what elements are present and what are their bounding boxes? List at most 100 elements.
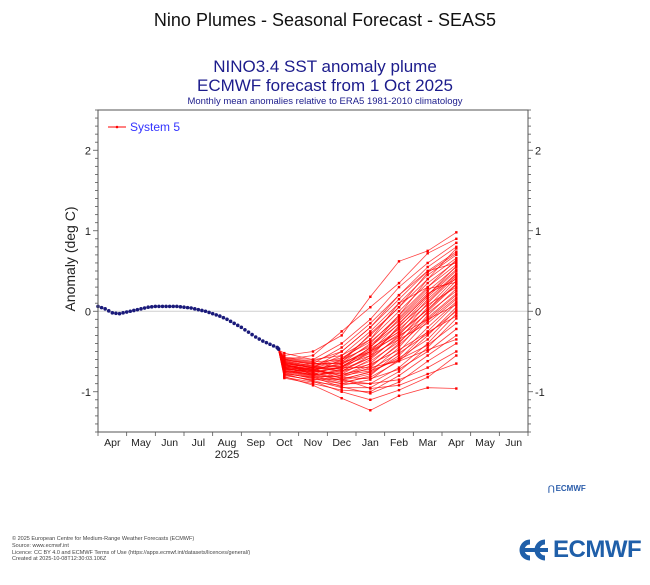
forecast-member-point: [369, 340, 372, 344]
forecast-member-point: [455, 334, 458, 337]
forecast-member-point: [397, 378, 401, 381]
forecast-member-point: [369, 350, 372, 353]
observed-point: [192, 307, 197, 311]
forecast-member-point: [369, 326, 372, 329]
observed-point: [164, 304, 168, 309]
forecast-member-point: [283, 354, 286, 357]
observed-point: [276, 347, 281, 351]
forecast-member-point: [455, 264, 458, 268]
forecast-member-point: [455, 268, 458, 271]
y-tick-label-left: 0: [85, 306, 91, 318]
forecast-member-point: [426, 386, 429, 389]
forecast-member-point: [369, 334, 372, 337]
forecast-member-point: [455, 276, 458, 279]
forecast-member-point: [340, 385, 343, 389]
observed-point: [243, 327, 247, 332]
observed-point: [210, 311, 215, 316]
forecast-member-line: [278, 283, 457, 373]
observed-point: [182, 305, 186, 310]
forecast-member-point: [397, 324, 401, 327]
observed-point: [250, 332, 254, 337]
forecast-member-point: [311, 373, 315, 377]
forecast-member-point: [455, 342, 458, 345]
ecmwf-logo-text: ECMWF: [553, 536, 642, 563]
forecast-member-point: [340, 359, 343, 363]
source-line[interactable]: Source: www.ecmwf.int: [12, 542, 69, 549]
forecast-member-point: [311, 360, 315, 364]
x-tick-label: Aug: [218, 437, 237, 449]
x-tick-label: Apr: [104, 437, 121, 449]
forecast-member-point: [397, 348, 401, 352]
legend-marker: [115, 125, 119, 129]
forecast-member-point: [455, 279, 458, 282]
forecast-member-point: [340, 330, 343, 333]
forecast-member-point: [369, 366, 372, 369]
forecast-member-point: [369, 359, 372, 363]
forecast-member-point: [455, 300, 458, 303]
x-tick-label: Jul: [192, 437, 205, 449]
forecast-member-point: [311, 384, 315, 387]
forecast-member-point: [397, 260, 401, 263]
forecast-member-point: [426, 338, 429, 341]
forecast-member-point: [369, 338, 372, 341]
forecast-member-point: [455, 303, 458, 307]
forecast-member-point: [369, 295, 372, 298]
forecast-member-point: [455, 322, 458, 325]
observed-point: [257, 337, 262, 341]
observed-point: [160, 304, 165, 309]
forecast-member-point: [397, 314, 401, 317]
y-axis-label: Anomaly (deg C): [62, 206, 78, 311]
forecast-member-line: [278, 248, 457, 373]
forecast-member-point: [455, 293, 458, 297]
forecast-member-point: [283, 357, 286, 360]
forecast-member-point: [426, 372, 429, 376]
forecast-member-point: [455, 308, 458, 311]
forecast-member-point: [426, 285, 429, 289]
forecast-member-point: [397, 338, 401, 341]
forecast-member-point: [369, 342, 372, 345]
forecast-member-point: [397, 318, 401, 321]
forecast-member-line: [278, 242, 457, 361]
forecast-member-point: [397, 366, 401, 369]
forecast-member-line: [278, 339, 457, 368]
forecast-member-point: [340, 382, 343, 385]
forecast-member-point: [426, 322, 429, 325]
forecast-member-point: [455, 263, 458, 266]
y-tick-label-right: -1: [535, 387, 545, 399]
forecast-member-point: [311, 366, 315, 369]
observed-point: [239, 325, 244, 330]
forecast-member-point: [426, 277, 429, 281]
forecast-member-point: [369, 374, 372, 377]
forecast-member-point: [455, 247, 458, 250]
observed-point: [261, 339, 265, 343]
observed-point: [200, 308, 204, 313]
forecast-member-point: [397, 327, 401, 331]
licence-line[interactable]: Licence: CC BY 4.0 and ECMWF Terms of Us…: [12, 549, 251, 556]
x-tick-label: Nov: [304, 437, 323, 449]
chart-subtitle: Monthly mean anomalies relative to ERA5 …: [187, 96, 463, 107]
forecast-member-point: [397, 370, 401, 373]
forecast-member-line: [278, 298, 457, 369]
observed-point: [121, 311, 125, 315]
forecast-member-point: [340, 363, 343, 366]
copyright-line: © 2025 European Centre for Medium-Range …: [12, 536, 195, 542]
x-tick-label: Apr: [448, 437, 465, 449]
forecast-member-point: [426, 359, 429, 363]
forecast-member-line: [278, 232, 457, 356]
forecast-member-line: [278, 262, 457, 371]
forecast-member-point: [311, 380, 315, 383]
forecast-member-point: [283, 375, 286, 378]
forecast-member-point: [455, 296, 458, 299]
forecast-member-point: [397, 340, 401, 344]
forecast-member-line: [278, 265, 457, 363]
forecast-member-point: [283, 362, 286, 365]
forecast-member-point: [397, 358, 401, 361]
forecast-member-point: [311, 363, 315, 366]
forecast-member-point: [426, 261, 429, 265]
observed-point: [214, 313, 219, 317]
forecast-member-point: [426, 295, 429, 298]
forecast-member-point: [369, 382, 372, 385]
forecast-member-point: [426, 342, 429, 345]
forecast-member-point: [340, 356, 343, 360]
forecast-member-point: [340, 371, 343, 374]
